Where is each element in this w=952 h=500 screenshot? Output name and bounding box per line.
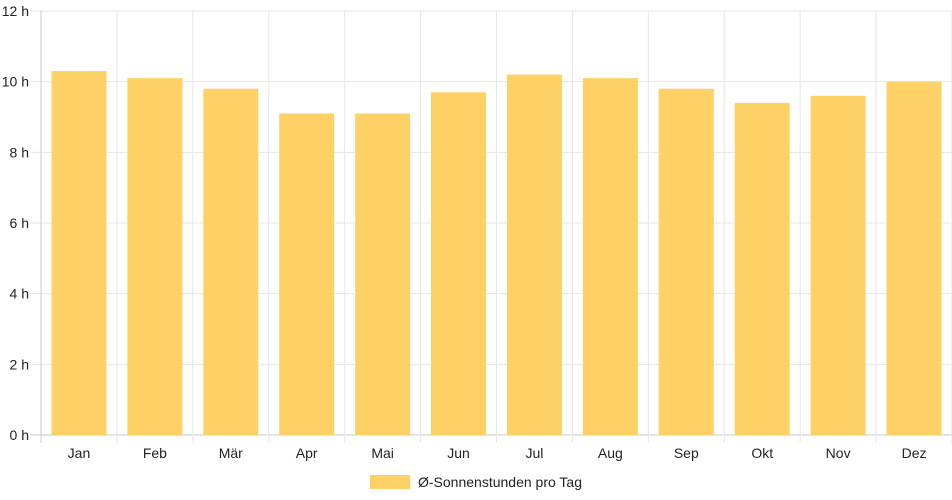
legend-label: Ø-Sonnenstunden pro Tag [418,474,582,490]
x-tick-label: Jun [447,445,470,461]
x-tick-label: Mär [219,445,243,461]
bar-Dez[interactable] [886,81,942,436]
x-tick-label: Jan [68,445,91,461]
y-tick-label: 0 h [10,427,29,443]
x-axis-labels: Jan Feb Mär Apr Mai Jun Jul Aug Sep Okt Nov Dez [68,445,927,461]
legend-swatch [370,475,410,489]
y-tick-label: 12 h [2,3,29,19]
bar-Apr[interactable] [279,113,335,435]
x-tick-label: Aug [598,445,623,461]
bar-Okt[interactable] [734,102,790,435]
x-tick-label: Feb [143,445,167,461]
bar-Aug[interactable] [582,78,638,435]
legend[interactable]: Ø-Sonnenstunden pro Tag [370,472,582,492]
x-tick-label: Nov [826,445,851,461]
x-tick-label: Okt [751,445,773,461]
y-tick-label: 10 h [2,74,29,90]
x-tick-label: Sep [674,445,699,461]
y-tick-label: 4 h [10,286,29,302]
y-tick-label: 8 h [10,144,29,160]
y-tick-label: 6 h [10,215,29,231]
x-tick-label: Jul [526,445,544,461]
y-tick-label: 2 h [10,356,29,372]
bar-Mai[interactable] [355,113,411,435]
bar-Sep[interactable] [658,88,714,435]
x-tick-label: Dez [902,445,927,461]
bar-Feb[interactable] [127,78,183,435]
bars [51,71,942,436]
bar-Nov[interactable] [810,95,866,436]
x-tick-label: Apr [296,445,318,461]
grid-lines [30,10,952,443]
x-tick-label: Mai [371,445,394,461]
bar-Jun[interactable] [431,92,487,436]
y-axis-labels: 0 h 2 h 4 h 6 h 8 h 10 h 12 h [2,3,29,443]
bar-Jan[interactable] [51,71,107,436]
bar-Mär[interactable] [203,88,259,435]
bar-Jul[interactable] [506,74,562,435]
